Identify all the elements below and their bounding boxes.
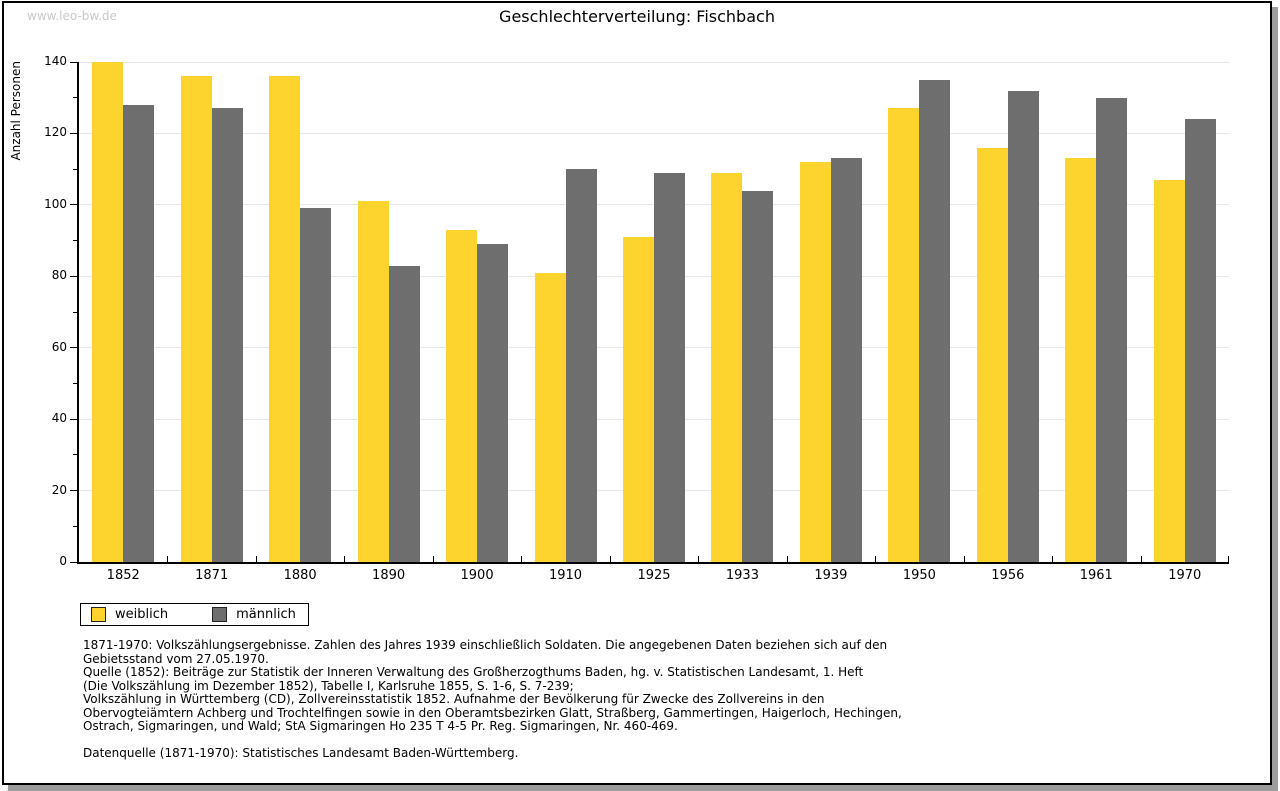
footnote-line-2: Gebietsstand vom 27.05.1970. — [83, 651, 269, 666]
y-axis-label: Anzahl Personen — [9, 61, 23, 161]
x-tick-6 — [609, 556, 611, 562]
x-category-label-1939: 1939 — [814, 568, 848, 583]
bar-weiblich-1933 — [711, 172, 743, 562]
y-tick-80 — [70, 275, 77, 277]
x-category-label-1925: 1925 — [637, 568, 671, 583]
x-category-label-1871: 1871 — [195, 568, 229, 583]
bar-männlich-1871 — [211, 108, 243, 562]
legend-label-männlich: männlich — [236, 607, 296, 622]
gridline-140 — [79, 61, 1229, 63]
legend: weiblich männlich — [80, 603, 309, 626]
x-tick-11 — [1052, 556, 1054, 562]
x-category-label-1880: 1880 — [283, 568, 317, 583]
bar-männlich-1880 — [300, 208, 332, 562]
bar-weiblich-1939 — [799, 162, 831, 562]
footnote-line-3: Quelle (1852): Beiträge zur Statistik de… — [83, 665, 864, 679]
footnote-line-7: Ostrach, Sigmaringen, und Wald; StA Sigm… — [83, 719, 678, 733]
bar-weiblich-1900 — [446, 229, 478, 562]
y-tick-label-0: 0 — [59, 554, 67, 568]
x-tick-3 — [344, 556, 346, 562]
x-tick-5 — [521, 556, 523, 562]
footnote-line-4: (Die Volkszählung im Dezember 1852), Tab… — [83, 678, 574, 693]
x-category-label-1910: 1910 — [548, 568, 583, 583]
x-tick-12 — [1140, 556, 1142, 562]
y-tick-label-40: 40 — [51, 411, 67, 426]
x-category-label-1970: 1970 — [1168, 568, 1202, 583]
gridline-120 — [79, 132, 1229, 134]
bar-weiblich-1970 — [1153, 179, 1185, 562]
y-tick-70 — [73, 311, 77, 313]
x-tick-13 — [1228, 556, 1229, 562]
y-tick-30 — [73, 454, 77, 456]
footnote-line-5: Volkszählung in Württemberg (CD), Zollve… — [83, 692, 825, 706]
x-category-label-1900: 1900 — [460, 568, 494, 583]
bar-weiblich-1890 — [357, 201, 389, 562]
bar-weiblich-1910 — [534, 272, 566, 562]
x-category-label-1890: 1890 — [372, 568, 406, 583]
bar-männlich-1852 — [123, 104, 155, 562]
bar-weiblich-1880 — [269, 76, 301, 562]
y-tick-100 — [70, 204, 77, 206]
y-tick-label-120: 120 — [44, 125, 67, 140]
x-tick-4 — [432, 556, 434, 562]
x-tick-9 — [875, 556, 877, 562]
x-tick-7 — [698, 556, 700, 562]
bar-männlich-1970 — [1184, 119, 1216, 562]
x-tick-1 — [167, 556, 169, 562]
bar-männlich-1890 — [388, 265, 420, 562]
bar-männlich-1925 — [654, 172, 685, 562]
y-tick-110 — [73, 168, 77, 170]
y-tick-60 — [70, 347, 77, 349]
y-tick-130 — [73, 97, 77, 99]
x-category-label-1852: 1852 — [106, 568, 140, 583]
y-tick-20 — [70, 490, 77, 492]
y-tick-40 — [70, 418, 77, 420]
bar-weiblich-1961 — [1065, 158, 1097, 562]
bar-männlich-1933 — [742, 190, 774, 562]
legend-swatch-weiblich — [91, 607, 106, 622]
x-category-label-1933: 1933 — [725, 568, 759, 583]
y-tick-90 — [73, 240, 77, 242]
y-tick-10 — [73, 525, 77, 527]
bar-männlich-1910 — [565, 169, 597, 562]
watermark: www.leo-bw.de — [27, 9, 117, 23]
y-tick-label-20: 20 — [51, 482, 67, 497]
y-tick-140 — [70, 61, 77, 63]
x-category-label-1956: 1956 — [991, 568, 1025, 583]
bar-weiblich-1956 — [976, 147, 1008, 562]
bar-weiblich-1852 — [92, 62, 124, 562]
legend-item-weiblich: weiblich — [91, 607, 168, 622]
bar-weiblich-1925 — [623, 237, 654, 562]
y-tick-label-140: 140 — [44, 54, 67, 68]
x-tick-10 — [963, 556, 965, 562]
bar-weiblich-1950 — [888, 108, 920, 562]
footnote: 1871-1970: Volkszählungsergebnisse. Zahl… — [83, 638, 902, 734]
y-tick-label-60: 60 — [51, 339, 67, 354]
datasource-note: Datenquelle (1871-1970): Statistisches L… — [83, 746, 519, 760]
y-tick-120 — [70, 132, 77, 134]
bar-weiblich-1871 — [180, 76, 212, 562]
bar-männlich-1961 — [1096, 97, 1128, 562]
legend-swatch-männlich — [212, 607, 228, 622]
bar-männlich-1956 — [1007, 90, 1039, 562]
chart-title: Geschlechterverteilung: Fischbach — [499, 7, 775, 26]
y-tick-label-100: 100 — [44, 196, 67, 211]
x-tick-8 — [786, 556, 788, 562]
footnote-line-1: 1871-1970: Volkszählungsergebnisse. Zahl… — [83, 638, 888, 652]
x-category-label-1950: 1950 — [902, 568, 936, 583]
legend-item-männlich: männlich — [212, 607, 296, 622]
plot-area: 0 20 40 60 80 100 120 140 1852 1871 1880 1890 1900 19… — [44, 54, 1229, 583]
x-tick-2 — [255, 556, 257, 562]
footnote-line-6: Obervogteiämtern Achberg und Trochtelfin… — [83, 705, 902, 720]
y-tick-0 — [70, 561, 77, 563]
y-tick-label-80: 80 — [51, 268, 67, 283]
bar-männlich-1950 — [919, 79, 951, 562]
bar-männlich-1939 — [830, 158, 862, 562]
legend-label-weiblich: weiblich — [115, 607, 169, 622]
x-category-label-1961: 1961 — [1079, 568, 1113, 583]
bar-männlich-1900 — [477, 244, 509, 562]
y-tick-50 — [73, 382, 77, 384]
